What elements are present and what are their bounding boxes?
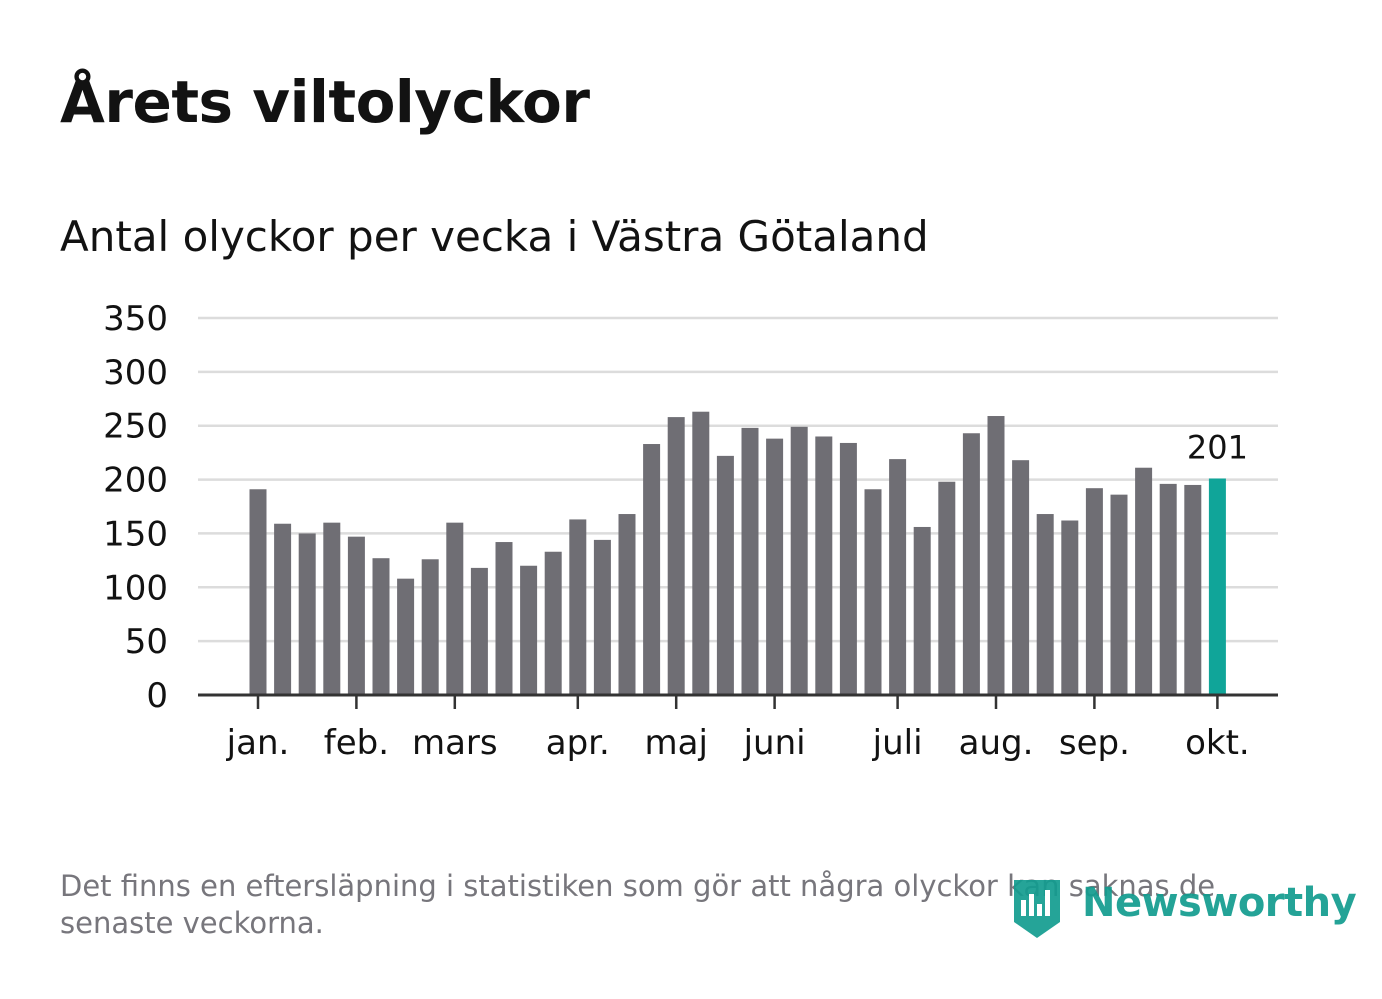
bar — [569, 519, 587, 695]
bar — [1184, 484, 1202, 695]
y-tick-label: 250 — [103, 407, 168, 447]
bar — [1036, 514, 1054, 695]
bar — [864, 489, 882, 695]
bar — [716, 455, 734, 695]
newsworthy-bar-chart-icon — [1014, 880, 1060, 938]
bar — [274, 523, 292, 695]
x-tick-label: aug. — [959, 723, 1034, 763]
bar — [249, 489, 267, 695]
bar — [1061, 520, 1079, 695]
y-tick-label: 350 — [103, 299, 168, 339]
y-tick-label: 200 — [103, 461, 168, 501]
bar — [421, 559, 439, 695]
bar — [495, 542, 513, 695]
x-tick-label: mars — [412, 723, 498, 763]
x-tick-label: maj — [644, 723, 707, 763]
bar — [298, 533, 316, 695]
bar — [766, 438, 784, 695]
bar — [790, 426, 808, 695]
logo-text: Newsworthy — [1082, 880, 1357, 926]
x-tick-label: juli — [872, 723, 923, 763]
bar — [470, 567, 488, 695]
bar-chart: 0 50 100 150 200 250 300 350 jan. feb. mars apr. maj… — [103, 299, 1278, 763]
bar — [1012, 460, 1030, 695]
bar — [692, 411, 710, 695]
y-tick-label: 300 — [103, 353, 168, 393]
x-tick-label: juni — [743, 723, 806, 763]
chart-title: Årets viltolyckor — [60, 68, 590, 136]
bar — [446, 522, 464, 695]
bar — [815, 436, 833, 695]
bar — [1159, 483, 1177, 695]
bar — [962, 433, 980, 695]
y-tick-label: 50 — [125, 622, 168, 662]
bar — [1135, 467, 1153, 695]
bar — [741, 427, 759, 695]
bar — [667, 417, 685, 695]
bar — [618, 514, 636, 695]
bar — [889, 459, 907, 695]
x-tick-label: okt. — [1185, 723, 1250, 763]
bar — [520, 565, 538, 695]
bar — [839, 442, 857, 695]
bar — [643, 444, 661, 695]
highlight-data-label: 201 — [1187, 428, 1248, 466]
y-tick-label: 100 — [103, 568, 168, 608]
bar — [987, 416, 1005, 695]
bar — [593, 539, 611, 695]
bar — [323, 522, 341, 695]
x-tick-label: jan. — [226, 723, 290, 763]
x-tick-label: feb. — [324, 723, 389, 763]
bar — [347, 536, 365, 695]
bar — [544, 551, 562, 695]
bar — [913, 526, 931, 695]
newsworthy-logo: Newsworthy — [1010, 876, 1357, 942]
bar — [372, 558, 390, 695]
x-tick-label: sep. — [1059, 723, 1130, 763]
bar — [397, 578, 415, 695]
x-tick-label: apr. — [546, 723, 610, 763]
y-tick-label: 150 — [103, 514, 168, 554]
bar — [1110, 494, 1128, 695]
chart-subtitle: Antal olyckor per vecka i Västra Götalan… — [60, 212, 929, 261]
bar — [938, 481, 956, 695]
y-tick-label: 0 — [146, 676, 168, 716]
bar — [1085, 488, 1103, 695]
bar-highlight — [1208, 478, 1226, 695]
